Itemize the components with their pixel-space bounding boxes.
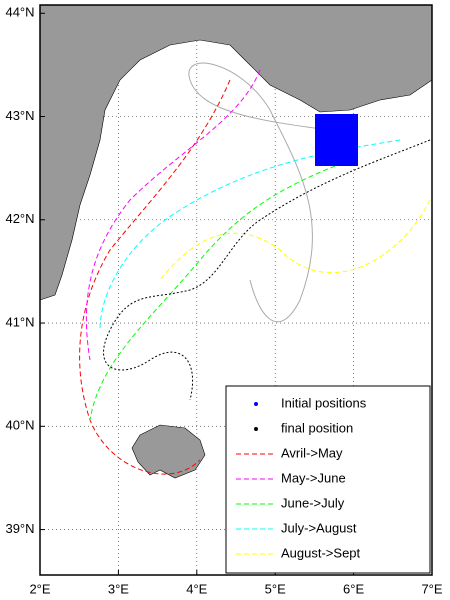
- legend-label: August->Sept: [281, 545, 361, 560]
- trajectory: [79, 79, 231, 475]
- y-tick-label: 41°N: [5, 314, 34, 329]
- frame: [39, 4, 433, 576]
- y-tick-label: 44°N: [5, 5, 34, 20]
- final-positions: [103, 139, 431, 401]
- legend-marker: [254, 402, 258, 406]
- legend-label: July->August: [281, 520, 357, 535]
- x-tick-label: 6°E: [343, 581, 364, 596]
- legend-label: Avril->May: [281, 445, 343, 460]
- y-tick-label: 39°N: [5, 521, 34, 536]
- land: [39, 4, 433, 301]
- x-tick-label: 2°E: [29, 581, 50, 596]
- x-tick-label: 4°E: [186, 581, 207, 596]
- x-tick-label: 7°E: [421, 581, 442, 596]
- y-tick-label: 42°N: [5, 211, 34, 226]
- initial-positions: [315, 114, 358, 166]
- legend-label: Initial positions: [281, 395, 367, 410]
- legend-label: May->June: [281, 470, 346, 485]
- legend: Initial positions final position Avril->Ma…: [225, 385, 431, 574]
- y-tick-label: 43°N: [5, 108, 34, 123]
- x-tick-label: 3°E: [108, 581, 129, 596]
- trajectories: [79, 62, 431, 475]
- legend-label: final position: [281, 420, 353, 435]
- island: [131, 424, 206, 479]
- axes: 2°E 3°E 4°E 5°E 6°E 7°E 39°N 40°N 41°N 42°N 43°N 44…: [5, 5, 442, 597]
- trajectory: [89, 159, 351, 421]
- y-tick-label: 40°N: [5, 418, 34, 433]
- legend-marker: [254, 427, 258, 431]
- x-tick-label: 5°E: [265, 581, 286, 596]
- legend-label: June->July: [281, 495, 345, 510]
- trajectory: [188, 62, 331, 323]
- trajectory: [85, 69, 261, 361]
- trajectory: [99, 139, 401, 331]
- trajectory: [159, 199, 431, 281]
